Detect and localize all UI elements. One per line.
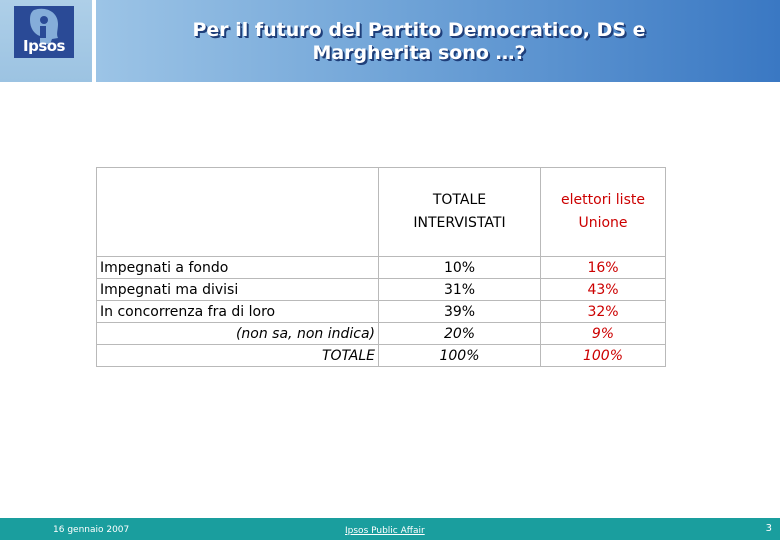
footer-bar: 16 gennaio 2007 Ipsos Public Affair 3: [0, 518, 780, 540]
row-totale: 20%: [378, 322, 541, 345]
header-unione-line-2: Unione: [578, 215, 628, 231]
table-row: TOTALE 100% 100%: [96, 344, 666, 367]
row-label: In concorrenza fra di loro: [96, 300, 379, 323]
table-row: Impegnati a fondo 10% 16%: [96, 256, 666, 279]
header-unione-line-1: elettori liste: [561, 192, 645, 208]
head-profile-icon: [30, 8, 58, 44]
row-totale: 31%: [378, 278, 541, 301]
logo-panel: Ipsos: [0, 0, 92, 82]
header-bar: [96, 0, 780, 82]
logo-text: Ipsos: [23, 37, 65, 55]
row-label: Impegnati a fondo: [96, 256, 379, 279]
header-totale: TOTALE INTERVISTATI: [378, 167, 541, 257]
title-line-1: Per il futuro del Partito Democratico, D…: [192, 19, 646, 41]
row-unione: 43%: [540, 278, 666, 301]
table-row: Impegnati ma divisi 31% 43%: [96, 278, 666, 301]
row-label: TOTALE: [96, 344, 379, 367]
row-totale: 100%: [378, 344, 541, 367]
row-totale: 10%: [378, 256, 541, 279]
row-unione: 32%: [540, 300, 666, 323]
header-totale-line-1: TOTALE: [432, 192, 487, 208]
footer-date: 16 gennaio 2007: [53, 525, 130, 535]
row-totale: 39%: [378, 300, 541, 323]
table-row: In concorrenza fra di loro 39% 32%: [96, 300, 666, 323]
row-unione: 100%: [540, 344, 666, 367]
title-line-2: Margherita sono …?: [312, 42, 526, 64]
page-title: Per il futuro del Partito Democratico, D…: [96, 19, 742, 65]
footer-link[interactable]: Ipsos Public Affair: [345, 526, 425, 536]
header-totale-line-2: INTERVISTATI: [413, 215, 506, 231]
page-number: 3: [765, 523, 772, 534]
results-table: TOTALE INTERVISTATI elettori liste Union…: [96, 167, 666, 367]
row-label: Impegnati ma divisi: [96, 278, 379, 301]
table-header-row: TOTALE INTERVISTATI elettori liste Union…: [96, 167, 666, 257]
header-empty-cell: [96, 167, 379, 257]
table-row: (non sa, non indica) 20% 9%: [96, 322, 666, 345]
ipsos-logo: Ipsos: [14, 6, 74, 58]
header-unione: elettori liste Unione: [540, 167, 666, 257]
row-label: (non sa, non indica): [96, 322, 379, 345]
row-unione: 16%: [540, 256, 666, 279]
row-unione: 9%: [540, 322, 666, 345]
